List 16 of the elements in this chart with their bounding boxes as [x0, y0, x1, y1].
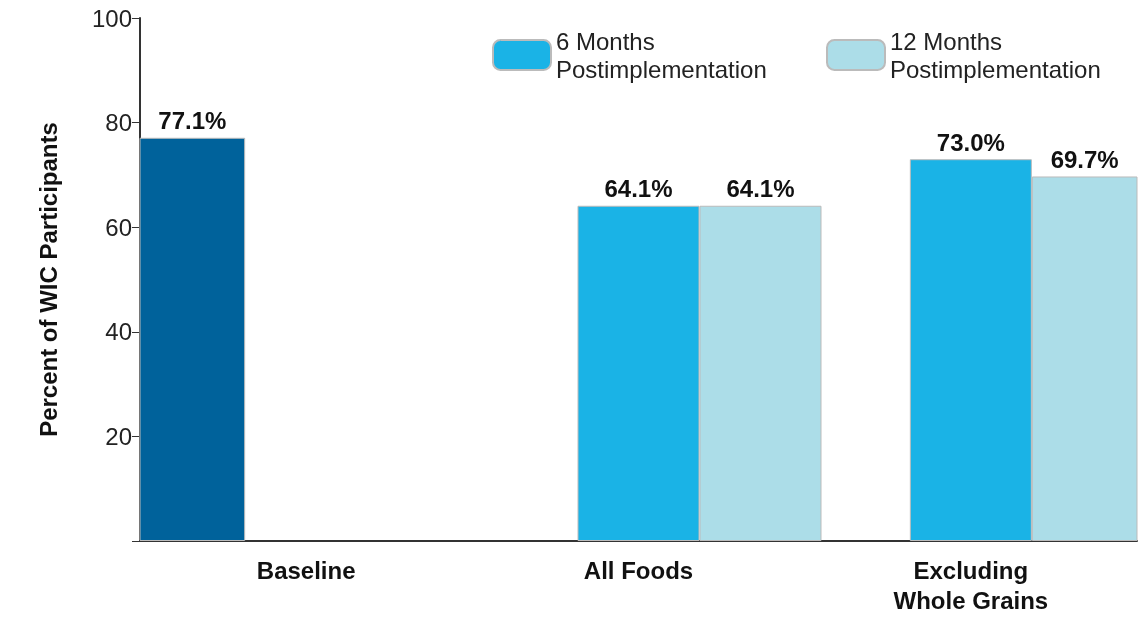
legend-label: 12 Months Postimplementation: [890, 27, 1101, 83]
y-tick-label: 60: [105, 213, 132, 241]
data-label: 73.0%: [936, 128, 1005, 156]
data-label: 77.1%: [158, 107, 227, 135]
x-tick-label: Baseline: [256, 556, 356, 584]
y-tick-label: 80: [105, 109, 132, 137]
data-label: 64.1%: [726, 175, 795, 203]
legend-label: 6 Months Postimplementation: [556, 27, 767, 83]
y-tick-label: 20: [105, 422, 132, 450]
y-tick-label: 100: [91, 4, 132, 32]
x-tick-label: All Foods: [583, 556, 694, 584]
x-tick-label: Excluding Whole Grains: [893, 556, 1049, 614]
y-tick-label: 40: [105, 318, 132, 346]
data-label: 69.7%: [1050, 145, 1119, 173]
data-label: 64.1%: [604, 175, 673, 203]
y-axis-title: Percent of WIC Participants: [34, 122, 62, 437]
